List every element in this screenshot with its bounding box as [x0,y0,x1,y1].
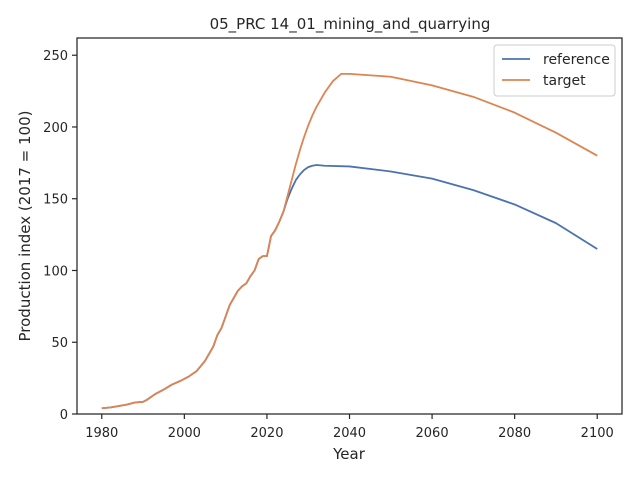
series-line-target [101,72,598,410]
legend: reference target [493,44,616,97]
x-tick-label-2060: 2060 [416,426,449,441]
y-tick-label-150: 150 [43,193,68,208]
y-axis-label: Production index (2017 = 100) [16,111,34,342]
y-axis-ticks: 0 50 100 150 200 250 [43,49,77,423]
plot-area-frame [76,37,623,415]
x-tick-label-2020: 2020 [250,426,283,441]
y-tick-label-200: 200 [43,121,68,136]
chart-title: 05_PRC 14_01_mining_and_quarrying [210,15,491,34]
x-axis-ticks: 1980 2000 2020 2040 2060 2080 2100 [85,414,614,441]
series-layer [101,72,598,410]
x-axis-label: Year [332,445,366,463]
y-tick-label-100: 100 [43,264,68,279]
legend-box [493,44,616,97]
y-tick-label-0: 0 [60,408,68,423]
y-tick-label-50: 50 [51,336,68,351]
x-tick-label-2100: 2100 [581,426,614,441]
legend-label-target: target [543,73,586,89]
x-tick-label-2040: 2040 [333,426,366,441]
legend-label-reference: reference [543,52,610,68]
x-tick-label-1980: 1980 [85,426,118,441]
y-tick-label-250: 250 [43,49,68,64]
x-tick-label-2000: 2000 [168,426,201,441]
x-tick-label-2080: 2080 [498,426,531,441]
